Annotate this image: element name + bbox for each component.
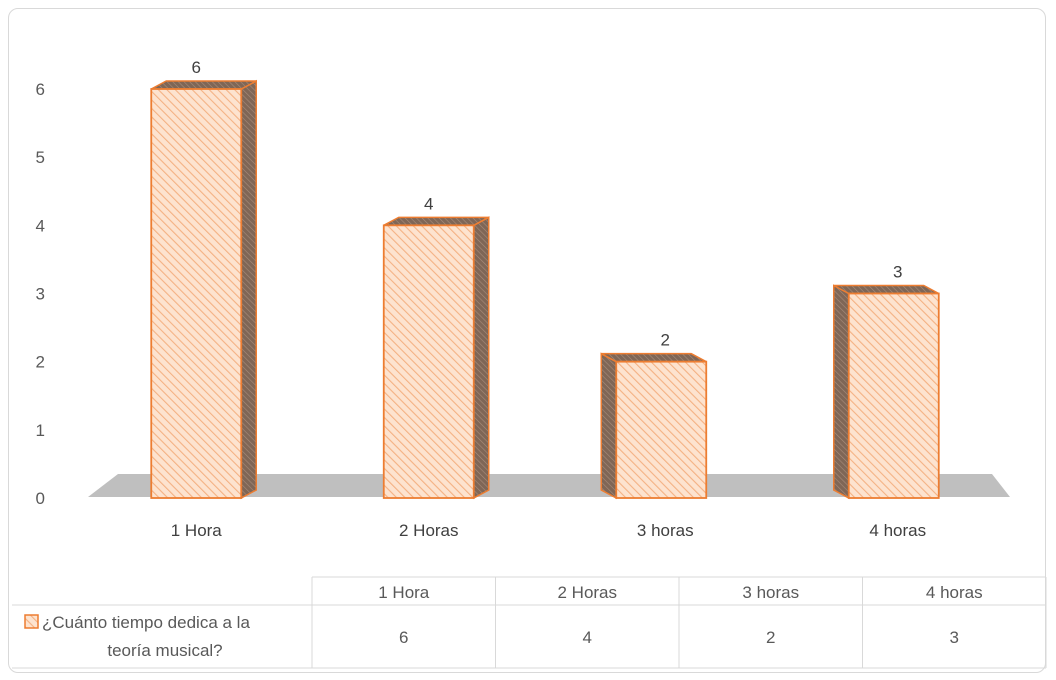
category-label: 3 horas	[637, 521, 694, 540]
y-tick-label: 3	[36, 285, 45, 304]
y-tick-label: 6	[36, 80, 45, 99]
y-tick-label: 5	[36, 148, 45, 167]
bar-front	[615, 360, 708, 499]
bar	[382, 216, 490, 500]
category-label: 4 horas	[869, 521, 926, 540]
series-label-line: ¿Cuánto tiempo dedica a la	[42, 613, 250, 632]
table-value-cell: 6	[399, 628, 408, 647]
table-header-cell: 2 Horas	[557, 583, 617, 602]
bar-side	[473, 216, 490, 500]
bar-front	[382, 224, 475, 499]
bar	[600, 352, 708, 500]
y-tick-label: 0	[36, 489, 45, 508]
data-label: 3	[893, 263, 902, 282]
bar-side	[600, 352, 617, 500]
table-header-cell: 4 horas	[926, 583, 983, 602]
bar	[833, 284, 940, 500]
series-label-line: teoría musical?	[107, 641, 222, 660]
bar-front	[150, 88, 243, 499]
table-header-cell: 3 horas	[742, 583, 799, 602]
y-tick-label: 2	[36, 353, 45, 372]
bar-top	[600, 352, 707, 363]
data-label: 4	[424, 194, 433, 213]
chart-floor	[88, 474, 1010, 497]
table-header-cell: 1 Hora	[378, 583, 430, 602]
table-value-cell: 4	[583, 628, 592, 647]
bar-side	[833, 284, 850, 500]
bar	[150, 79, 257, 500]
table-value-cell: 2	[766, 628, 775, 647]
legend-key	[24, 614, 39, 629]
bar-front	[847, 292, 940, 499]
table-value-cell: 3	[950, 628, 959, 647]
bar-top	[150, 80, 257, 90]
y-tick-label: 4	[36, 216, 45, 235]
y-tick-label: 1	[36, 421, 45, 440]
bar-side	[240, 79, 257, 500]
category-label: 1 Hora	[171, 521, 223, 540]
data-label: 6	[192, 58, 201, 77]
category-label: 2 Horas	[399, 521, 459, 540]
bar-top	[833, 284, 940, 295]
bar-top	[383, 216, 490, 227]
data-label: 2	[661, 331, 670, 350]
